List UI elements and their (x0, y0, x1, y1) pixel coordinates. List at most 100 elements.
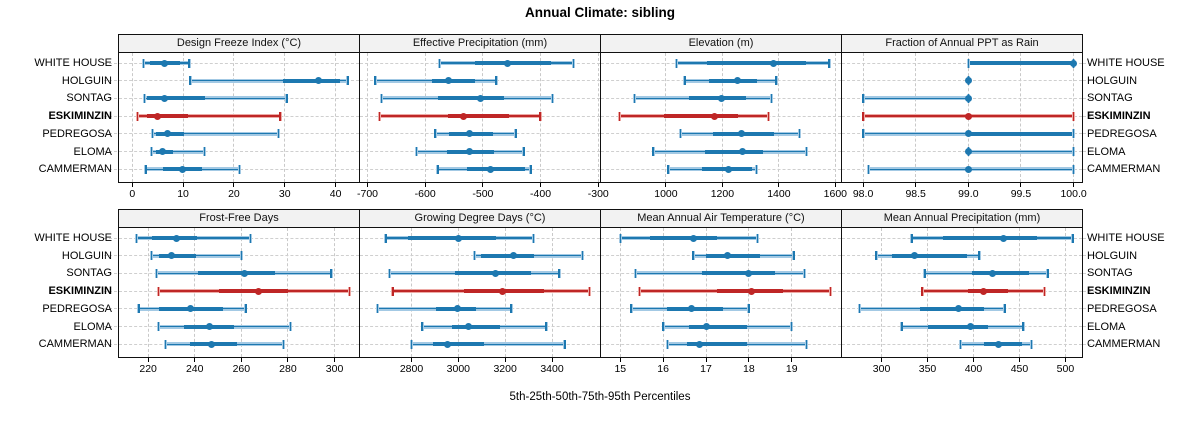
median-dot (964, 130, 972, 138)
axis-tick (504, 357, 506, 362)
cap-5 (438, 58, 441, 68)
median-dot (504, 59, 512, 67)
band-25-75 (448, 114, 509, 119)
cap-5 (434, 129, 436, 139)
band-25-75 (432, 342, 485, 347)
median-dot (444, 340, 452, 348)
cap-95 (238, 164, 241, 174)
cap-5 (473, 251, 476, 261)
band-25-75 (968, 131, 1074, 136)
cap-5 (151, 129, 154, 139)
cap-95 (581, 251, 584, 261)
cap-5 (630, 304, 632, 314)
axis-tick (1073, 182, 1075, 187)
cap-95 (279, 111, 281, 121)
cap-5 (921, 286, 923, 296)
row-label-right-eloma: ELOMA (1087, 320, 1126, 333)
panel-title: Growing Degree Days (°C) (414, 212, 546, 224)
row-label-right-holguin: HOLGUIN (1087, 74, 1138, 87)
median-dot (453, 305, 461, 313)
cap-5 (638, 286, 641, 296)
axis-tick-label: 100.0 (1060, 188, 1087, 200)
whisker-line (151, 150, 205, 153)
cap-95 (289, 322, 291, 331)
median-dot (476, 94, 484, 102)
cap-95 (978, 251, 980, 261)
axis-tick-label: 99.0 (958, 188, 979, 200)
cap-5 (618, 111, 621, 121)
axis-tick-label: 1000 (654, 188, 678, 200)
cap-5 (862, 93, 864, 103)
axis-tick-label: -500 (472, 188, 494, 200)
cap-5 (675, 58, 678, 68)
median-dot (492, 269, 500, 277)
cap-5 (392, 286, 394, 296)
cap-5 (633, 93, 636, 103)
row-label-left-eskiminzin: ESKIMINZIN (48, 285, 112, 298)
axis-tick-label: 3200 (493, 363, 517, 375)
row-label-right-sontag: SONTAG (1087, 92, 1133, 105)
axis-tick (551, 357, 553, 362)
band-25-75 (709, 78, 758, 83)
cap-95 (188, 58, 190, 68)
axis-tick-label: 40 (329, 188, 342, 200)
band-25-75 (452, 324, 501, 329)
axis-tick (915, 182, 917, 187)
axis-tick (194, 357, 196, 362)
band-25-75 (650, 236, 717, 240)
axis-tick (721, 182, 723, 187)
cap-5 (415, 147, 418, 156)
cap-95 (1072, 233, 1074, 243)
panel-header-fraction-of-annual-ppt-as-rain: Fraction of Annual PPT as Rain (841, 34, 1083, 53)
panel-title: Frost-Free Days (199, 212, 279, 224)
axis-tick (619, 357, 621, 362)
cap-5 (385, 233, 387, 243)
cap-95 (1022, 322, 1024, 331)
cap-95 (1072, 147, 1075, 156)
panel-header-mean-annual-precipitation-mm: Mean Annual Precipitation (mm) (841, 209, 1083, 228)
axis-tick-label: 15 (614, 363, 627, 375)
median-dot (911, 252, 919, 260)
cap-95 (803, 268, 806, 278)
panel-design-freeze-index-c: 0 10 20 30 40 (118, 52, 360, 200)
median-dot (465, 148, 473, 155)
row-label-left-sontag: SONTAG (66, 92, 112, 105)
median-dot (445, 77, 453, 85)
axis-tick (972, 357, 974, 362)
median-dot (167, 252, 175, 260)
row-guide-stub-left (104, 255, 117, 257)
cap-5 (388, 268, 391, 278)
cap-5 (421, 322, 423, 331)
median-dot (179, 165, 187, 173)
row-label-right-eskiminzin: ESKIMINZIN (1087, 110, 1151, 123)
cap-5 (911, 233, 913, 243)
median-dot (207, 340, 215, 348)
median-dot (964, 94, 972, 102)
median-dot (1070, 59, 1078, 67)
axis-tick-label: 10 (177, 188, 189, 200)
cap-95 (510, 304, 512, 314)
gridline (147, 228, 149, 357)
cap-5 (901, 322, 903, 331)
cap-95 (798, 129, 801, 139)
cap-5 (374, 76, 376, 86)
panel-title: Mean Annual Precipitation (mm) (883, 212, 1041, 224)
cap-5 (692, 251, 694, 261)
cap-95 (770, 93, 772, 103)
axis-tick-label: 400 (964, 363, 983, 375)
panel-title: Design Freeze Index (°C) (176, 37, 302, 49)
cap-5 (862, 129, 864, 139)
median-dot (454, 234, 462, 242)
cap-5 (150, 147, 153, 156)
panel-growing-degree-days-c: 2800 3000 3200 3400 (359, 227, 601, 375)
median-dot (724, 165, 732, 173)
axis-tick-label: 16 (657, 363, 669, 375)
cap-5 (376, 304, 379, 314)
axis-tick-label: 1600 (823, 188, 848, 200)
panel-effective-precipitation-mm: -700 -600 -500 -400 -300 (357, 52, 609, 200)
axis-tick (131, 182, 133, 187)
axis-tick-label: 99.5 (1010, 188, 1032, 200)
cap-5 (135, 233, 138, 243)
row-label-left-holguin: HOLGUIN (61, 74, 112, 87)
row-label-left-cammerman: CAMMERMAN (38, 338, 112, 351)
